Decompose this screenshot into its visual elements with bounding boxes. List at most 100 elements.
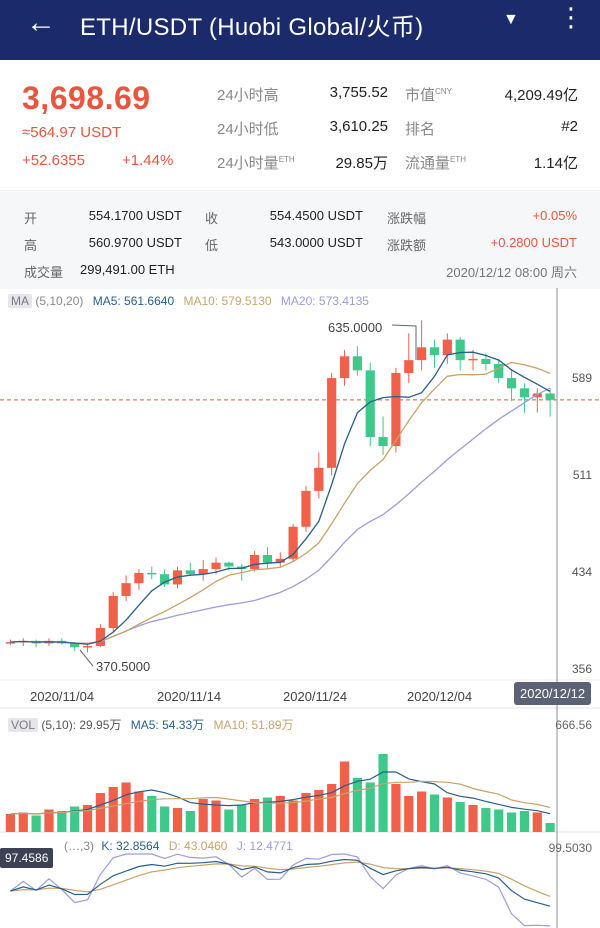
candle-body	[82, 645, 93, 648]
candle-body	[391, 372, 401, 447]
pair-title[interactable]: ETH/USDT (Huobi Global/火币)	[80, 14, 424, 41]
volume-bar	[519, 810, 530, 832]
candle-body	[262, 554, 273, 563]
price-axis-tick: 434	[571, 565, 592, 579]
date-label: 2020/12/04	[407, 689, 473, 704]
candle-body	[147, 572, 157, 575]
date-label: 2020/11/24	[283, 689, 348, 704]
ma5-line	[10, 351, 551, 645]
volume-bar	[545, 822, 555, 832]
stat-value-24h-volume: 29.85万	[335, 155, 388, 172]
stat-label-24h-high: 24小时高	[217, 87, 279, 104]
candle-body	[301, 490, 311, 527]
kdj-params: (…,3)	[64, 839, 94, 853]
candle-body	[108, 595, 118, 629]
candle-body	[198, 569, 208, 575]
candle-datetime: 2020/12/12 08:00 周六	[446, 265, 577, 280]
volume-bar	[262, 797, 273, 832]
candle-body	[519, 388, 530, 398]
volume-label: 成交量	[24, 265, 64, 280]
candle-body	[224, 562, 234, 567]
chart-area[interactable]: MA (5,10,20) MA5: 561.6640 MA10: 579.513…	[0, 288, 600, 928]
low-label: 低	[205, 238, 219, 253]
ma-tag[interactable]: MA	[8, 294, 32, 308]
stat-label-24h-volume: 24小时量ETH	[217, 155, 295, 172]
candle-body	[95, 628, 105, 646]
volume-bar	[327, 783, 337, 832]
dropdown-chevron-icon[interactable]: ▼	[503, 11, 519, 28]
stat-value-rank: #2	[561, 118, 578, 135]
volume-bar	[275, 795, 285, 832]
more-options-icon[interactable]: ⋮	[558, 2, 584, 32]
volume-bar	[365, 782, 375, 832]
candle-body	[121, 583, 131, 596]
high-value: 560.9700 USDT	[88, 235, 182, 250]
stat-label-24h-low: 24小时低	[217, 121, 279, 138]
close-value: 554.4500 USDT	[269, 208, 363, 223]
volume-bar	[147, 795, 157, 832]
candle-body	[160, 574, 170, 585]
kdj-j-legend: J: 12.4771	[236, 839, 293, 853]
high-marker-label: 635.0000	[328, 320, 383, 335]
candle-body	[365, 370, 375, 438]
vol-params: (5,10): 29.95万	[41, 718, 122, 732]
stat-label-rank: 排名	[405, 121, 436, 138]
kdj-cursor-value: 97.4586	[0, 848, 54, 868]
candle-body	[70, 643, 80, 648]
candle-body	[545, 393, 555, 400]
candle-body	[249, 554, 260, 570]
volume-bar	[160, 806, 170, 832]
candle-body	[339, 356, 350, 379]
volume-bar	[404, 795, 414, 832]
volume-bar	[95, 792, 105, 832]
ma10-legend: MA10: 579.5130	[183, 294, 272, 308]
low-marker-label: 370.5000	[96, 659, 151, 674]
vol-tag[interactable]: VOL	[8, 718, 39, 732]
candle-body	[288, 526, 298, 559]
candle-body	[378, 437, 388, 447]
kdj-axis-max: 99.5030	[548, 841, 592, 855]
usdt-equivalent: ≈564.97 USDT	[22, 124, 122, 141]
candle-body	[417, 347, 427, 361]
volume-bar	[70, 806, 80, 832]
volume-bar	[82, 804, 93, 832]
price-axis-tick: 511	[572, 468, 592, 482]
kline-chart-svg[interactable]	[0, 288, 600, 928]
volume-bar	[211, 800, 221, 832]
stat-label-circulating: 流通量ETH	[405, 155, 467, 172]
kdj-k-line	[10, 858, 551, 907]
price-change-pct: +1.44%	[122, 152, 174, 169]
kdj-d-line	[10, 861, 551, 897]
candle-body	[327, 378, 337, 468]
last-price: 3,698.69	[22, 80, 151, 116]
cursor-date-chip: 2020/12/12	[514, 682, 592, 705]
high-marker-leader	[391, 324, 417, 360]
stat-value-24h-high: 3,755.52	[329, 84, 388, 101]
volume-bar	[378, 753, 388, 832]
low-value: 543.0000 USDT	[269, 235, 363, 250]
price-change: +52.6355	[22, 152, 85, 169]
vol-ma5-legend: MA5: 54.33万	[130, 718, 205, 732]
ma5-legend: MA5: 561.6640	[92, 294, 175, 308]
volume-bar	[417, 791, 427, 832]
candle-body	[532, 393, 542, 398]
volume-bar	[172, 807, 183, 832]
open-value: 554.1700 USDT	[88, 208, 182, 223]
ma10-line	[10, 361, 551, 645]
back-arrow-icon[interactable]: ←	[26, 6, 56, 39]
candle-body	[404, 360, 414, 373]
vol-ma10-legend: MA10: 51.89万	[213, 718, 294, 732]
volume-bar	[391, 783, 401, 832]
volume-bar	[31, 815, 41, 832]
candle-body	[468, 358, 478, 361]
volume-bar	[121, 782, 131, 832]
volume-bar	[339, 761, 350, 832]
candle-body	[442, 339, 452, 356]
rise-pct-label: 涨跌幅	[387, 211, 427, 226]
volume-bar	[5, 813, 16, 832]
stat-value-24h-low: 3,610.25	[329, 118, 388, 135]
volume-bar	[429, 794, 440, 832]
ma20-line	[10, 387, 551, 645]
volume-bar	[506, 812, 517, 832]
candle-body	[5, 642, 16, 644]
